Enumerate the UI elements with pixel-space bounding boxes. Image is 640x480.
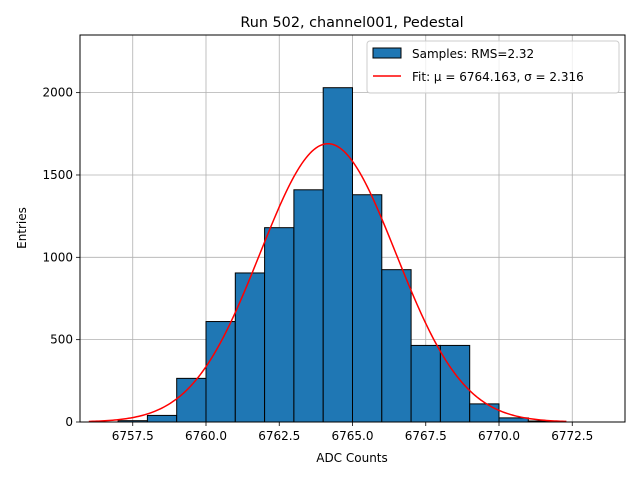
legend-fit-label: Fit: μ = 6764.163, σ = 2.316: [412, 70, 584, 84]
y-tick-label: 0: [65, 415, 73, 429]
x-tick-label: 6767.5: [405, 429, 447, 443]
y-tick-label: 500: [50, 333, 73, 347]
y-axis-label: Entries: [15, 207, 29, 249]
legend-samples-label: Samples: RMS=2.32: [412, 47, 534, 61]
y-tick-label: 2000: [42, 86, 73, 100]
histogram-bar: [234, 272, 266, 423]
histogram-bar: [410, 344, 441, 423]
y-tick-label: 1000: [42, 250, 73, 264]
chart-title: Run 502, channel001, Pedestal: [240, 15, 463, 31]
fit-curve: [88, 142, 567, 423]
histogram-bar: [352, 194, 383, 423]
histogram-bar: [469, 403, 500, 423]
y-tick-label: 1500: [42, 168, 73, 182]
x-tick-label: 6757.5: [112, 429, 154, 443]
histogram-bar: [264, 227, 295, 423]
x-tick-label: 6770.0: [478, 429, 520, 443]
y-axis-ticks: 0 500 1000 1500 2000: [42, 86, 80, 429]
x-tick-label: 6765.0: [332, 429, 374, 443]
x-tick-label: 6772.5: [551, 429, 593, 443]
fit-curve-group: [88, 142, 567, 423]
histogram-bars: [117, 87, 559, 423]
histogram-bar: [381, 269, 412, 423]
x-axis-label: ADC Counts: [316, 451, 388, 465]
histogram-bar: [205, 321, 236, 423]
histogram-bar: [498, 417, 529, 423]
legend: Samples: RMS=2.32 Fit: μ = 6764.163, σ =…: [366, 40, 620, 94]
histogram-bar: [439, 344, 471, 423]
legend-frame: [366, 40, 620, 94]
x-axis-ticks: 6757.5 6760.0 6762.5 6765.0 6767.5 6770.0 6772…: [112, 422, 593, 443]
x-tick-label: 6762.5: [258, 429, 300, 443]
histogram-bar: [293, 189, 324, 423]
histogram-bar: [146, 414, 178, 423]
histogram-bar: [322, 87, 353, 423]
legend-samples-swatch: [372, 47, 402, 59]
x-tick-label: 6760.0: [185, 429, 227, 443]
